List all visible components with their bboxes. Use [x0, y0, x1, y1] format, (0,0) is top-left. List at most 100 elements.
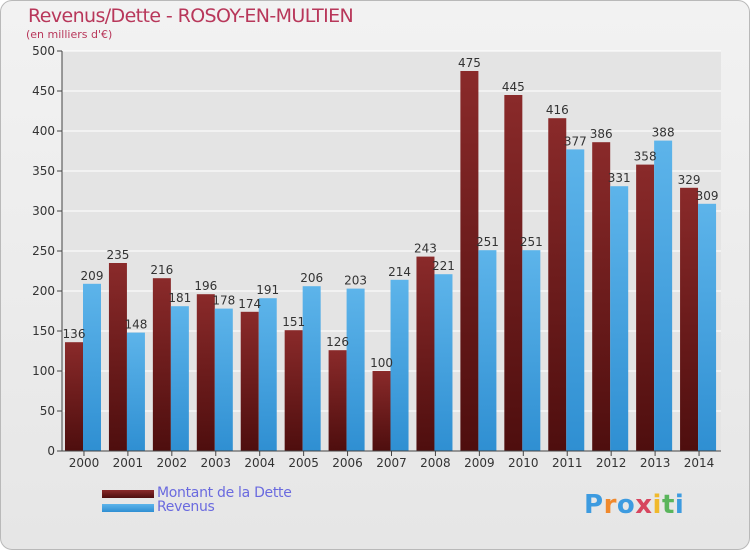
x-tick-label: 2014 [684, 456, 715, 470]
bar-dette [108, 263, 127, 451]
bar-revenus [126, 332, 145, 451]
y-tick-label: 300 [32, 204, 55, 218]
legend-item-revenus: Revenus [102, 499, 362, 515]
bar-dette [196, 294, 215, 451]
data-label-dette: 126 [326, 335, 349, 349]
bar-dette [548, 118, 567, 451]
x-tick-label: 2004 [244, 456, 275, 470]
bar-revenus [566, 149, 585, 451]
bar-revenus [258, 298, 277, 451]
bar-revenus [522, 250, 541, 451]
bar-dette [416, 256, 435, 451]
bar-dette [152, 278, 171, 451]
x-tick-label: 2002 [157, 456, 188, 470]
logo-letter: i [674, 490, 685, 520]
data-label-revenus: 214 [388, 265, 411, 279]
chart-subtitle: (en milliers d'€) [26, 28, 113, 41]
data-label-revenus: 331 [608, 171, 631, 185]
x-tick-label: 2013 [640, 456, 671, 470]
data-label-revenus: 251 [476, 235, 499, 249]
data-label-revenus: 181 [168, 291, 191, 305]
bar-dette [504, 95, 523, 451]
data-label-dette: 329 [678, 173, 701, 187]
data-label-revenus: 148 [124, 318, 147, 332]
bar-dette [240, 311, 259, 451]
legend: Montant de la Dette Revenus [102, 485, 362, 515]
legend-label-revenus: Revenus [157, 499, 215, 515]
data-label-dette: 358 [634, 150, 657, 164]
data-label-dette: 386 [590, 127, 613, 141]
logo-letter: t [661, 490, 675, 520]
data-label-revenus: 251 [520, 235, 543, 249]
bar-dette [328, 350, 347, 451]
data-label-dette: 475 [458, 56, 481, 70]
chart-title: Revenus/Dette - ROSOY-EN-MULTIEN [28, 5, 354, 27]
data-label-dette: 151 [282, 315, 305, 329]
proxiti-logo: Proxiti [584, 490, 684, 520]
bars [65, 71, 717, 452]
bar-revenus [478, 250, 497, 451]
y-tick-label: 250 [32, 244, 55, 258]
data-label-revenus: 178 [212, 294, 235, 308]
data-label-revenus: 377 [564, 134, 587, 148]
bar-dette [460, 71, 479, 451]
bar-dette [372, 371, 391, 451]
logo-letter: P [584, 490, 604, 520]
data-label-revenus: 221 [432, 259, 455, 273]
data-label-revenus: 203 [344, 274, 367, 288]
data-label-dette: 196 [194, 279, 217, 293]
logo-letter: i [652, 490, 662, 520]
data-label-dette: 445 [502, 80, 525, 94]
x-tick-label: 2010 [508, 456, 539, 470]
y-tick-label: 150 [32, 324, 55, 338]
bar-revenus [302, 286, 321, 451]
x-tick-label: 2003 [200, 456, 231, 470]
x-tick-label: 2008 [420, 456, 451, 470]
y-tick-label: 200 [32, 284, 55, 298]
bar-dette [636, 164, 655, 451]
bar-revenus [698, 203, 717, 451]
bar-revenus [214, 308, 233, 451]
logo-letter: x [635, 490, 653, 520]
x-tick-label: 2001 [113, 456, 144, 470]
data-label-dette: 174 [238, 297, 261, 311]
bar-revenus [654, 140, 673, 451]
bar-revenus [83, 283, 101, 451]
y-tick-label: 400 [32, 124, 55, 138]
legend-label-dette: Montant de la Dette [157, 485, 292, 501]
bar-dette [65, 342, 83, 451]
data-label-dette: 243 [414, 242, 437, 256]
data-label-revenus: 206 [300, 271, 323, 285]
bar-dette [680, 187, 699, 452]
bar-revenus [610, 186, 629, 451]
bar-revenus [390, 279, 409, 451]
axes: 0 50 100 150 200 250 300 350 400 450 500 2000 2001 20… [32, 44, 721, 470]
y-tick-label: 100 [32, 364, 55, 378]
x-tick-label: 2009 [464, 456, 495, 470]
data-label-dette: 136 [63, 327, 86, 341]
x-tick-label: 2012 [596, 456, 627, 470]
legend-swatch-dette [102, 490, 154, 498]
y-tick-label: 350 [32, 164, 55, 178]
bar-dette [592, 142, 611, 451]
legend-item-dette: Montant de la Dette [102, 485, 362, 501]
x-tick-label: 2011 [552, 456, 583, 470]
data-label-dette: 416 [546, 103, 569, 117]
y-tick-label: 450 [32, 84, 55, 98]
data-label-revenus: 309 [696, 189, 719, 203]
data-label-dette: 216 [150, 263, 173, 277]
data-label-dette: 235 [106, 248, 129, 262]
bar-revenus [434, 274, 453, 451]
x-tick-label: 2006 [332, 456, 363, 470]
y-tick-label: 500 [32, 44, 55, 58]
logo-letter: r [603, 490, 617, 520]
bar-revenus [170, 306, 189, 451]
x-tick-label: 2000 [69, 456, 100, 470]
legend-swatch-revenus [102, 504, 154, 512]
data-label-revenus: 388 [652, 126, 675, 140]
bar-dette [284, 330, 303, 451]
data-label-revenus: 209 [81, 269, 104, 283]
